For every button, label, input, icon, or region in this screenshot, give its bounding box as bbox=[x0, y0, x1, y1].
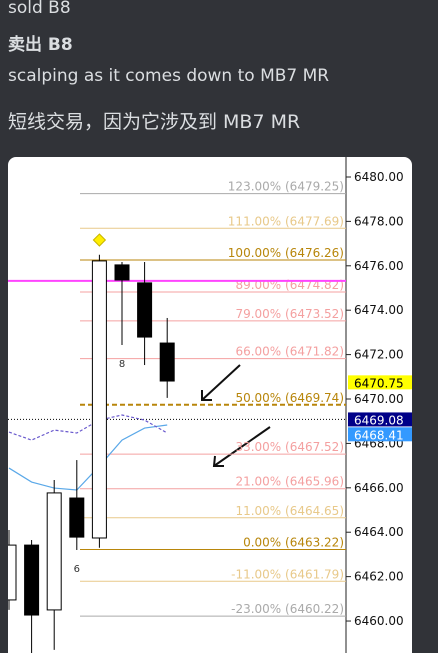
y-tick-label: 6474.00 bbox=[354, 303, 404, 317]
candle-label: 6 bbox=[74, 564, 80, 575]
arrows bbox=[201, 364, 271, 467]
candle-body bbox=[24, 544, 40, 616]
y-tick-label: 6478.00 bbox=[354, 214, 404, 228]
arrow bbox=[201, 364, 241, 401]
candle-label: 8 bbox=[119, 359, 125, 370]
diamond-marker bbox=[92, 233, 107, 247]
y-tick-label: 6480.00 bbox=[354, 170, 404, 184]
fib-label: 21.00% (6465.96) bbox=[235, 475, 344, 489]
y-tick-label: 6462.00 bbox=[354, 570, 404, 584]
y-tick-label: 6472.00 bbox=[354, 348, 404, 362]
fib-label: 33.00% (6467.52) bbox=[235, 440, 344, 454]
fib-label: 66.00% (6471.82) bbox=[235, 345, 344, 359]
price-tag bbox=[348, 375, 412, 390]
fib-label: 123.00% (6479.25) bbox=[228, 180, 344, 194]
message-line: 短线交易，因为它涉及到 MB7 MR bbox=[8, 111, 301, 133]
price-tag bbox=[348, 412, 412, 427]
candle-body bbox=[91, 260, 107, 539]
fib-label: 11.00% (6464.65) bbox=[235, 504, 344, 518]
message-line: scalping as it comes down to MB7 MR bbox=[8, 66, 330, 86]
moving-average bbox=[8, 424, 168, 491]
candle-body bbox=[8, 544, 17, 601]
candle-body bbox=[159, 342, 175, 382]
candle-body bbox=[114, 264, 130, 281]
moving-average bbox=[8, 414, 168, 441]
fib-label: 111.00% (6477.69) bbox=[228, 214, 344, 228]
message-line: sold B8 bbox=[8, 0, 71, 18]
fib-label: -11.00% (6461.79) bbox=[231, 567, 344, 581]
y-tick-label: 6464.00 bbox=[354, 525, 404, 539]
arrow bbox=[213, 426, 271, 467]
price-tag bbox=[348, 427, 412, 442]
arrow-head bbox=[201, 390, 212, 401]
candle-body bbox=[46, 492, 62, 611]
y-tick-label: 6460.00 bbox=[354, 614, 404, 628]
fib-label: 50.00% (6469.74) bbox=[235, 391, 344, 405]
price-tag-label: 6470.75 bbox=[354, 376, 404, 390]
chart: 6480.00 6478.00 6476.00 6474.00 6472.00 6470.… bbox=[8, 157, 412, 653]
overlay: 6480.00 6478.00 6476.00 6474.00 6472.00 6470.… bbox=[8, 157, 412, 653]
price-tag-label: 6469.08 bbox=[354, 413, 404, 427]
y-tick-label: 6476.00 bbox=[354, 259, 404, 273]
chart-image[interactable]: 6480.00 6478.00 6476.00 6474.00 6472.00 6470.… bbox=[8, 157, 412, 653]
y-tick-label: 6466.00 bbox=[354, 481, 404, 495]
fib-label: 100.00% (6476.26) bbox=[228, 246, 344, 260]
fib-label: -23.00% (6460.22) bbox=[231, 602, 344, 616]
arrow-head bbox=[212, 455, 224, 467]
y-tick-label: 6470.00 bbox=[354, 392, 404, 406]
fib-label: 79.00% (6473.52) bbox=[235, 307, 344, 321]
candle-body bbox=[137, 282, 153, 338]
fib-label: 0.00% (6463.22) bbox=[243, 536, 344, 550]
price-tag-label: 6468.41 bbox=[354, 428, 404, 442]
candle-body bbox=[69, 497, 85, 538]
message-line: 卖出 B8 bbox=[8, 35, 73, 55]
